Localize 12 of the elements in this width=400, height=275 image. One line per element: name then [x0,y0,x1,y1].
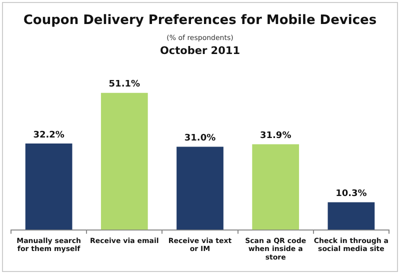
data-label: 31.9% [260,131,292,142]
data-label: 32.2% [33,130,64,140]
data-label: 51.1% [108,80,140,90]
bar [328,202,375,230]
bar [252,144,300,230]
bar [100,92,148,230]
bar [25,144,72,230]
data-label: 31.0% [184,134,216,144]
bar [176,146,224,230]
data-label: 10.3% [336,189,367,200]
text: October 2011 [158,45,242,57]
chart-title: Coupon Delivery Preferences for Mobile Devices [22,13,378,28]
